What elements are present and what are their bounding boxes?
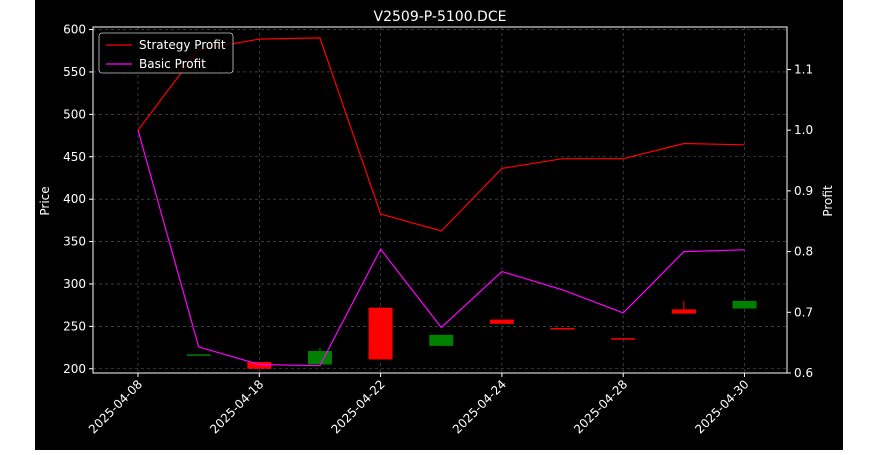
grid-lines [93,27,787,373]
right-tick-label: 0.9 [794,184,813,198]
left-axis-label: Price [38,186,52,215]
basic-profit-line [137,130,745,367]
legend: Strategy Profit Basic Profit [98,32,234,74]
right-tick-label: 0.6 [794,366,813,380]
left-tick-label: 550 [63,65,86,79]
candle-body [732,300,757,309]
right-tick-label: 0.8 [794,245,813,259]
x-tick-label: 2025-04-24 [450,377,509,436]
left-tick-label: 400 [63,192,86,206]
legend-label: Basic Profit [139,57,206,71]
left-tick-label: 300 [63,277,86,291]
left-tick-label: 350 [63,235,86,249]
profit-lines [137,37,745,367]
legend-box [98,32,234,74]
left-tick-label: 500 [63,107,86,121]
candle-body [671,309,696,314]
x-tick-label: 2025-04-28 [571,377,630,436]
candlesticks [186,300,757,369]
candle-body [307,350,332,365]
chart-svg: V2509-P-5100.DCE 200 250 300 350 400 450 500 55… [38,9,835,436]
left-tick-label: 250 [63,319,86,333]
right-y-axis: 0.6 0.7 0.8 0.9 1.0 1.1 [787,62,813,380]
left-tick-label: 450 [63,150,86,164]
candle-body [611,338,636,340]
candle-body [247,361,272,369]
x-axis: 2025-04-08 2025-04-18 2025-04-22 2025-04-24… [86,373,752,436]
left-tick-label: 600 [63,23,86,37]
right-axis-label: Profit [821,185,835,217]
candle-body [489,319,514,324]
x-tick-label: 2025-04-22 [329,377,388,436]
left-y-axis: 200 250 300 350 400 450 500 550 600 [63,23,93,376]
x-tick-label: 2025-04-18 [207,377,266,436]
x-tick-label: 2025-04-30 [692,377,751,436]
right-tick-label: 1.0 [794,123,813,137]
right-tick-label: 0.7 [794,305,813,319]
candle-body [368,307,393,360]
strategy-profit-line [137,37,745,232]
candle-body [429,334,454,346]
axes-frame [92,26,788,374]
left-tick-label: 200 [63,362,86,376]
right-tick-label: 1.1 [794,62,813,76]
candle-body [186,354,211,356]
chart-canvas: V2509-P-5100.DCE 200 250 300 350 400 450 500 55… [35,0,843,450]
x-tick-label: 2025-04-08 [86,377,145,436]
legend-label: Strategy Profit [139,38,226,52]
candle-body [550,328,575,330]
chart-title: V2509-P-5100.DCE [374,9,507,25]
